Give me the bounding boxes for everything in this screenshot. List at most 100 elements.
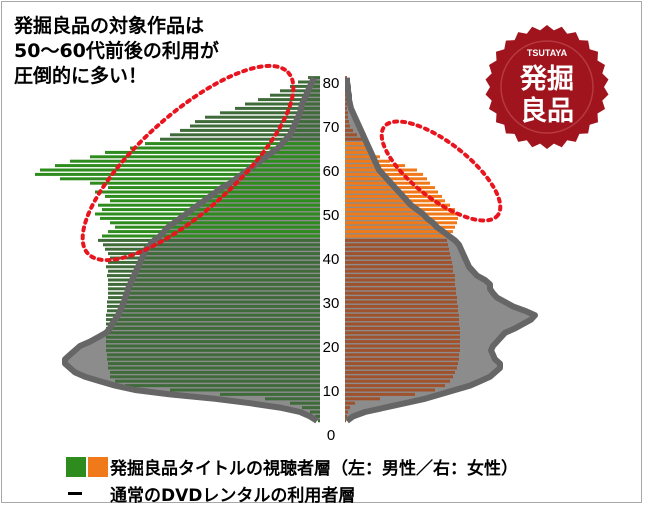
seal-brand: TSUTAYA [527,48,568,58]
male-bar [302,406,320,410]
male-bar [106,326,320,330]
female-bar [345,296,457,300]
male-bar [108,186,320,190]
female-bar [345,392,415,396]
male-bar [108,230,320,234]
female-bar [345,199,445,203]
female-bar [345,106,347,110]
headline: 発掘良品の対象作品は 50～60代前後の利用が 圧倒的に多い！ [14,14,219,89]
highlight-ellipse-female [379,119,503,223]
female-bar [345,384,445,388]
highlight-ellipse-male [80,63,296,263]
female-bar [345,190,438,194]
female-bar [345,221,457,225]
male-bar [55,164,320,168]
male-bar [125,384,320,388]
male-bar [60,177,320,181]
male-bar [180,128,320,132]
male-bar [35,172,320,176]
male-bar [95,190,320,194]
female-bar [345,397,380,401]
male-bar [258,98,320,102]
male-bar [107,300,320,304]
female-bar [345,260,452,264]
seal-shape [485,25,609,149]
male-bar [318,419,320,423]
male-bar [110,199,320,203]
female-bar [345,155,380,159]
male-bar [115,379,320,383]
y-tick-label: 50 [323,207,340,224]
male-bar [108,278,320,282]
male-bar [106,340,320,344]
female-bar [345,335,460,339]
female-bar [345,291,456,295]
male-bar [108,362,320,366]
male-bar [107,309,320,313]
male-bar [98,238,320,242]
male-bar [106,348,320,352]
y-tick-label: 70 [323,119,340,136]
male-bar [115,225,320,229]
female-bar [345,111,348,115]
y-tick-label: 60 [323,163,340,180]
male-bar [98,203,320,207]
male-bar [107,304,320,308]
seal-line-2: 良品 [520,95,574,127]
female-bar [345,203,450,207]
headline-line-3: 圧倒的に多い！ [14,65,148,87]
male-bar [102,234,320,238]
female-bar [345,234,449,238]
female-bar [345,388,435,392]
female-bar [345,274,455,278]
female-bar [345,357,459,361]
male-bar [280,89,320,93]
male-bar [290,84,320,88]
male-bar [160,137,320,141]
male-bar [315,414,320,418]
female-bar [345,370,455,374]
male-bar [95,212,320,216]
female-bar [345,362,458,366]
male-bar [235,106,320,110]
female-bar [345,230,453,234]
female-bar [345,287,456,291]
male-bar [90,181,320,185]
male-bar [190,124,320,128]
outline-line-right [344,77,538,424]
male-bar [106,335,320,339]
female-bar [345,120,349,124]
female-bar [345,313,459,317]
male-bar [145,142,320,146]
female-bar [345,366,457,370]
y-tick-label: 0 [327,427,335,444]
female-bar [345,212,457,216]
female-bar [345,124,350,128]
male-bar [130,146,320,150]
male-bar [205,115,320,119]
female-bar [345,137,363,141]
male-bar [108,260,320,264]
male-bar [110,370,320,374]
male-bar [106,265,320,269]
female-bar [345,410,348,414]
legend-outline: 通常のDVDレンタルの利用者層 [66,481,355,506]
male-bar [105,150,320,154]
hakkutsu-ryohin-seal: TSUTAYA 発掘 良品 [485,25,609,149]
female-bar [345,133,357,137]
female-bar [345,309,458,313]
female-bar [345,419,346,423]
legend-swatch-male [66,456,86,477]
female-bar [345,278,455,282]
seal-line-1: 発掘 [519,64,574,95]
male-bar [103,243,320,247]
male-bar [108,252,320,256]
male-bar [102,208,320,212]
male-bar [110,256,320,260]
legend-line-marker [68,492,82,495]
male-bar [108,287,320,291]
male-bar [106,313,320,317]
female-bar [345,326,460,330]
